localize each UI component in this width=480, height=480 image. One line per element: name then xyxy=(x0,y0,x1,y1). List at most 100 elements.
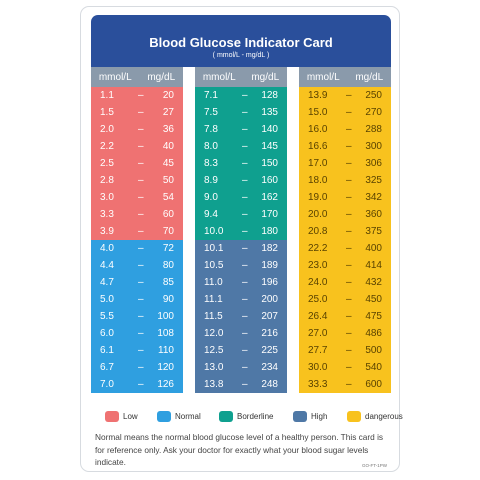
separator-dash: – xyxy=(242,379,248,390)
legend-swatch xyxy=(157,411,171,422)
mmol-value: 20.0 xyxy=(308,209,328,220)
mg-value: 180 xyxy=(261,226,278,237)
mmol-value: 7.1 xyxy=(204,90,218,101)
mg-value: 540 xyxy=(365,362,382,373)
separator-dash: – xyxy=(346,277,352,288)
mg-value: 27 xyxy=(162,107,174,118)
separator-dash: – xyxy=(138,226,144,237)
mg-value: 60 xyxy=(162,209,174,220)
mg-value: 306 xyxy=(365,158,382,169)
legend-label: Low xyxy=(123,412,138,421)
table-row: 25.0 – 450 xyxy=(299,291,391,308)
legend-item-dangerous: dangerous xyxy=(347,411,403,422)
mg-value: 50 xyxy=(162,175,174,186)
mmol-value: 10.5 xyxy=(204,260,224,271)
mg-value: 120 xyxy=(157,362,174,373)
separator-dash: – xyxy=(346,345,352,356)
table-column-1: 1.1 – 20 1.5 – 27 2.0 – 36 2.2 – 40 2.5 – 45 2.8 – 50 3.0 –… xyxy=(91,87,183,393)
table-row: 1.1 – 20 xyxy=(91,87,183,104)
separator-dash: – xyxy=(242,158,248,169)
mg-value: 110 xyxy=(158,345,174,356)
mmol-value: 13.8 xyxy=(204,379,224,390)
mg-value: 135 xyxy=(261,107,278,118)
separator-dash: – xyxy=(346,226,352,237)
separator-dash: – xyxy=(346,141,352,152)
separator-dash: – xyxy=(242,209,248,220)
table-row: 9.4 – 170 xyxy=(195,206,287,223)
table-row: 11.1 – 200 xyxy=(195,291,287,308)
table-row: 27.7 – 500 xyxy=(299,342,391,359)
mg-value: 20 xyxy=(162,90,174,101)
table-row: 20.8 – 375 xyxy=(299,223,391,240)
separator-dash: – xyxy=(138,311,144,322)
mg-value: 216 xyxy=(261,328,278,339)
separator-dash: – xyxy=(346,362,352,373)
mg-header: mg/dL xyxy=(251,71,280,83)
mg-value: 450 xyxy=(365,294,382,305)
table-row: 19.0 – 342 xyxy=(299,189,391,206)
mmol-value: 13.0 xyxy=(204,362,224,373)
mmol-value: 4.4 xyxy=(100,260,114,271)
legend-swatch xyxy=(347,411,361,422)
mg-value: 325 xyxy=(365,175,382,186)
separator-dash: – xyxy=(242,226,248,237)
separator-dash: – xyxy=(242,141,248,152)
mmol-value: 33.3 xyxy=(308,379,328,390)
mg-value: 108 xyxy=(157,328,174,339)
table-row: 10.5 – 189 xyxy=(195,257,287,274)
mmol-value: 16.0 xyxy=(308,124,328,135)
table-row: 3.9 – 70 xyxy=(91,223,183,240)
mmol-value: 3.0 xyxy=(100,192,114,203)
column-header-1: mmol/L mg/dL xyxy=(91,67,183,87)
mg-value: 54 xyxy=(162,192,174,203)
table-row: 30.0 – 540 xyxy=(299,359,391,376)
table-row: 33.3 – 600 xyxy=(299,376,391,393)
mg-value: 500 xyxy=(365,345,382,356)
table-row: 4.7 – 85 xyxy=(91,274,183,291)
mmol-value: 2.2 xyxy=(100,141,114,152)
separator-dash: – xyxy=(242,328,248,339)
mg-value: 170 xyxy=(261,209,278,220)
mmol-value: 23.0 xyxy=(308,260,328,271)
mg-value: 40 xyxy=(162,141,174,152)
mmol-value: 9.0 xyxy=(204,192,218,203)
separator-dash: – xyxy=(346,124,352,135)
mmol-value: 4.0 xyxy=(100,243,114,254)
table-row: 27.0 – 486 xyxy=(299,325,391,342)
table-row: 12.0 – 216 xyxy=(195,325,287,342)
mg-value: 375 xyxy=(365,226,382,237)
table-row: 5.0 – 90 xyxy=(91,291,183,308)
mg-value: 400 xyxy=(365,243,382,254)
table-column-2: 7.1–128 7.5–135 7.8–140 8.0–145 8.3–150 8.9–1… xyxy=(195,87,287,393)
mg-value: 80 xyxy=(162,260,174,271)
table-row: 7.0 – 126 xyxy=(91,376,183,393)
mmol-value: 5.0 xyxy=(100,294,114,305)
table-row: 18.0 – 325 xyxy=(299,172,391,189)
separator-dash: – xyxy=(346,379,352,390)
separator-dash: – xyxy=(138,277,144,288)
mmol-header: mmol/L xyxy=(202,71,236,83)
product-code: GO-FT-1PW xyxy=(362,463,387,468)
separator-dash: – xyxy=(138,124,144,135)
mg-value: 162 xyxy=(261,192,278,203)
mg-value: 360 xyxy=(365,209,382,220)
table-row: 16.0 – 288 xyxy=(299,121,391,138)
separator-dash: – xyxy=(242,294,248,305)
legend-swatch xyxy=(293,411,307,422)
separator-dash: – xyxy=(138,379,144,390)
reference-note: Normal means the normal blood glucose le… xyxy=(95,432,384,467)
separator-dash: – xyxy=(138,90,144,101)
mmol-value: 3.9 xyxy=(100,226,114,237)
table-row: 23.0 – 414 xyxy=(299,257,391,274)
table-row: 3.3 – 60 xyxy=(91,206,183,223)
mg-value: 36 xyxy=(162,124,174,135)
mmol-value: 3.3 xyxy=(100,209,114,220)
mmol-value: 27.0 xyxy=(308,328,328,339)
mg-value: 234 xyxy=(261,362,278,373)
mg-value: 270 xyxy=(365,107,382,118)
table-column-3: 13.9 – 250 15.0 – 270 16.0 – 288 16.6 – 300 17.0 – 306… xyxy=(299,87,391,393)
mmol-value: 24.0 xyxy=(308,277,328,288)
mg-value: 126 xyxy=(157,379,174,390)
column-header-2: mmol/L mg/dL xyxy=(195,67,287,87)
table-row: 8.0 – 145 xyxy=(195,138,287,155)
